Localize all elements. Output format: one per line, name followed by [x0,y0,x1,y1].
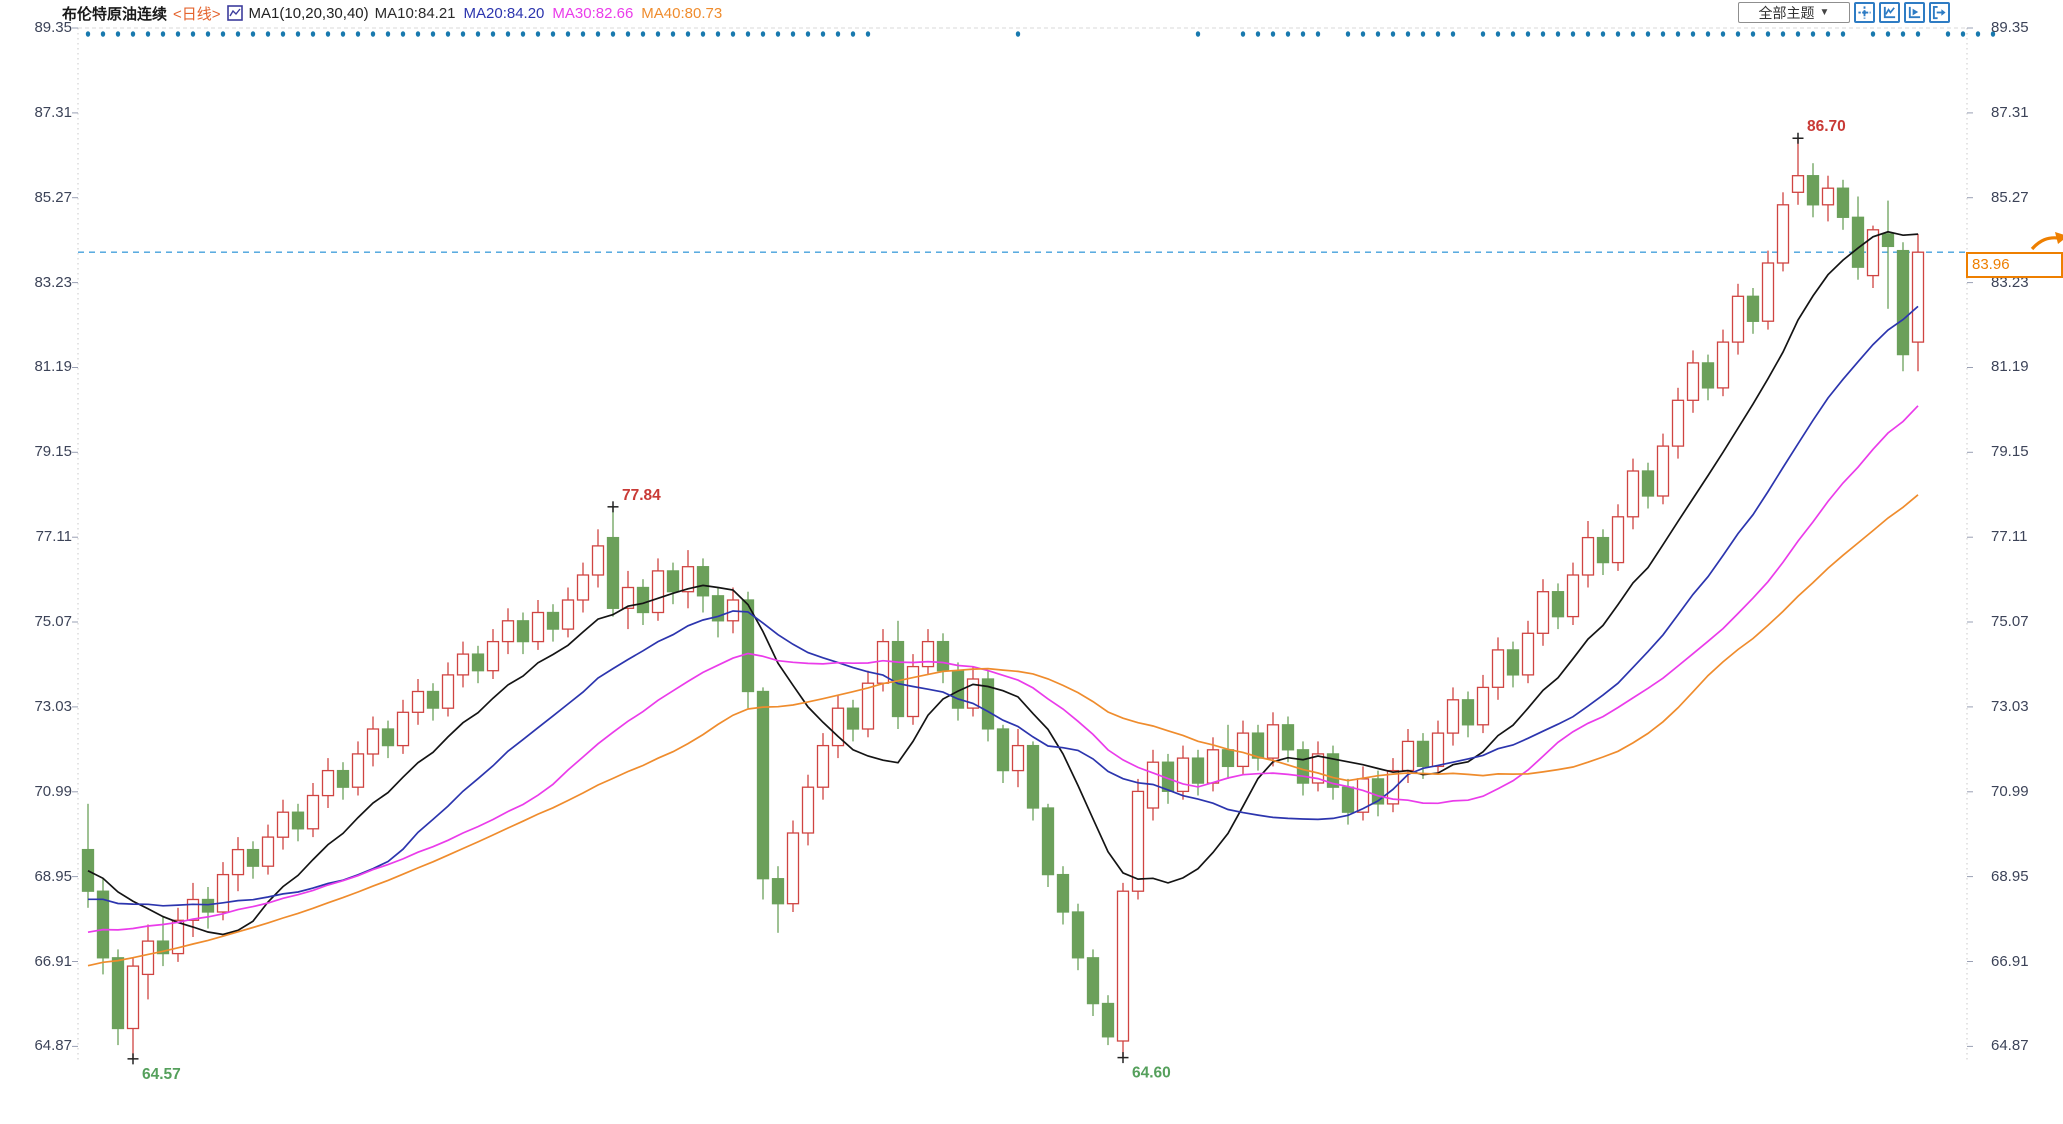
ma10-line [87,230,1919,936]
price-axis-label: 89.35 [1991,19,2029,36]
low-price-label: 64.60 [1132,1065,1171,1082]
price-axis-label: 68.95 [1991,868,2029,885]
price-axis-label: 70.99 [1991,783,2029,800]
price-axis-label: 75.07 [34,613,72,630]
signal-dots-row [85,31,1996,37]
price-axis-label: 83.23 [1991,274,2029,291]
price-axis-label: 64.87 [1991,1037,2029,1054]
ma-lines-layer [87,230,1919,967]
price-axis-label: 79.15 [34,443,72,460]
ma-value-label: MA40:80.73 [641,4,723,22]
theme-dropdown-label: 全部主题 [1758,4,1815,21]
chart-playback-icon[interactable] [1904,2,1925,23]
ma-values: MA10:84.21 MA20:84.20 MA30:82.66 MA40:80.73 [375,5,731,22]
grid-layer [72,27,1973,1062]
price-axis-label: 87.31 [34,104,72,121]
price-axis-label: 77.11 [35,528,72,545]
high-price-label: 77.84 [622,487,661,504]
current-price-tag: 83.96 [1966,252,2063,278]
price-axis-label: 85.27 [1991,189,2029,206]
price-axis-label: 77.11 [1991,528,2028,545]
ma30-line [87,405,1919,934]
price-axis-label: 81.19 [34,358,72,375]
price-axis-label: 87.31 [1991,104,2029,121]
price-axis-label: 73.03 [34,698,72,715]
price-axis-label: 85.27 [34,189,72,206]
price-axis-label: 66.91 [1991,953,2029,970]
price-axis-label: 68.95 [34,868,72,885]
price-axis-label: 66.91 [34,953,72,970]
price-axis-label: 83.23 [34,274,72,291]
price-axis-label: 73.03 [1991,698,2029,715]
price-axis-label: 79.15 [1991,443,2029,460]
crosshair-icon[interactable] [1854,2,1875,23]
ma-group-label: MA1(10,20,30,40) [248,4,369,22]
high-marker: 86.70 [1792,118,1846,144]
ma-indicator-icon [226,5,243,21]
theme-dropdown[interactable]: 全部主题 ▼ [1738,2,1850,23]
low-price-label: 64.57 [142,1066,181,1083]
pop-out-icon[interactable] [1929,2,1950,23]
ma20-line [88,305,1919,907]
ma-value-label: MA30:82.66 [552,4,634,22]
price-axis-label: 89.35 [34,19,72,36]
chart-axes-icon[interactable] [1879,2,1900,23]
current-price-value: 83.96 [1972,256,2010,273]
price-axis-label: 75.07 [1991,613,2029,630]
ma-value-label: MA20:84.20 [463,4,545,22]
chart-header: 布伦特原油连续 <日线> MA1(10,20,30,40) MA10:84.21… [62,3,730,23]
ma40-line [87,494,1919,967]
symbol-title: 布伦特原油连续 [62,5,168,23]
extreme-markers-layer: 64.57 77.84 64.60 86.70 [127,118,1846,1083]
candles-layer [81,138,1925,1059]
price-axis-label: 64.87 [34,1037,72,1054]
chart-toolbar: 全部主题 ▼ [1738,2,1950,23]
low-marker: 64.60 [1117,1052,1171,1082]
low-marker: 64.57 [127,1053,181,1083]
price-axis-label: 81.19 [1991,358,2029,375]
price-axis-label: 70.99 [34,783,72,800]
high-marker: 77.84 [607,487,661,513]
period-label[interactable]: <日线> [173,5,221,23]
high-price-label: 86.70 [1807,118,1846,135]
ma-value-label: MA10:84.21 [374,4,456,22]
chevron-down-icon: ▼ [1819,7,1830,18]
price-up-arrow-icon [2030,231,2063,252]
